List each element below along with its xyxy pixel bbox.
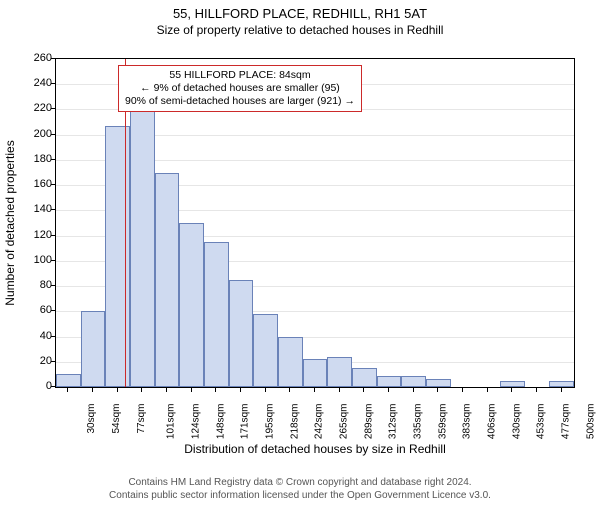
histogram-bar xyxy=(56,374,81,387)
x-tick-label: 171sqm xyxy=(240,404,251,440)
annotation-line-3: 90% of semi-detached houses are larger (… xyxy=(125,95,355,108)
x-tick-label: 101sqm xyxy=(166,404,177,440)
histogram-bar xyxy=(229,280,254,387)
histogram-bar xyxy=(105,126,130,387)
histogram-bar xyxy=(155,173,180,387)
histogram-bar xyxy=(327,357,352,387)
histogram-bar xyxy=(549,381,574,387)
x-tick-mark xyxy=(561,388,562,392)
histogram-bar xyxy=(253,314,278,387)
y-tick-label: 260 xyxy=(12,52,52,64)
y-tick-label: 80 xyxy=(12,279,52,291)
x-tick-label: 453sqm xyxy=(536,404,547,440)
annotation-line-2: ← 9% of detached houses are smaller (95) xyxy=(125,82,355,95)
y-tick-label: 180 xyxy=(12,153,52,165)
x-tick-mark xyxy=(363,388,364,392)
plot-area: 55 HILLFORD PLACE: 84sqm ← 9% of detache… xyxy=(55,58,575,388)
x-tick-label: 265sqm xyxy=(339,404,350,440)
x-tick-mark xyxy=(67,388,68,392)
x-tick-mark xyxy=(314,388,315,392)
page-title: 55, HILLFORD PLACE, REDHILL, RH1 5AT xyxy=(0,6,600,21)
y-tick-label: 200 xyxy=(12,128,52,140)
x-tick-mark xyxy=(191,388,192,392)
x-tick-label: 54sqm xyxy=(111,404,122,434)
y-tick-label: 140 xyxy=(12,203,52,215)
histogram-bar xyxy=(303,359,328,387)
footer-attribution: Contains HM Land Registry data © Crown c… xyxy=(0,476,600,506)
histogram-bar xyxy=(426,379,451,387)
x-tick-mark xyxy=(166,388,167,392)
x-tick-mark xyxy=(462,388,463,392)
y-tick-label: 60 xyxy=(12,304,52,316)
x-tick-mark xyxy=(388,388,389,392)
histogram-bar xyxy=(500,381,525,387)
y-tick-label: 240 xyxy=(12,77,52,89)
x-tick-label: 218sqm xyxy=(289,404,300,440)
y-tick-label: 40 xyxy=(12,330,52,342)
histogram-bar xyxy=(81,311,106,387)
histogram-bar xyxy=(401,376,426,387)
footer-line-1: Contains HM Land Registry data © Crown c… xyxy=(0,476,600,489)
x-tick-mark xyxy=(117,388,118,392)
x-tick-label: 500sqm xyxy=(585,404,596,440)
x-tick-label: 77sqm xyxy=(136,404,147,434)
histogram-bar xyxy=(377,376,402,387)
x-tick-label: 242sqm xyxy=(314,404,325,440)
histogram-bar xyxy=(278,337,303,387)
x-tick-label: 195sqm xyxy=(265,404,276,440)
x-tick-mark xyxy=(141,388,142,392)
x-tick-label: 312sqm xyxy=(388,404,399,440)
annotation-box: 55 HILLFORD PLACE: 84sqm ← 9% of detache… xyxy=(118,65,362,112)
histogram-bar xyxy=(179,223,204,387)
x-tick-label: 148sqm xyxy=(215,404,226,440)
x-tick-mark xyxy=(487,388,488,392)
x-tick-label: 430sqm xyxy=(511,404,522,440)
x-tick-mark xyxy=(413,388,414,392)
histogram-bar xyxy=(204,242,229,387)
y-tick-label: 0 xyxy=(12,380,52,392)
x-tick-mark xyxy=(265,388,266,392)
x-tick-label: 359sqm xyxy=(437,404,448,440)
x-tick-label: 289sqm xyxy=(363,404,374,440)
y-tick-label: 120 xyxy=(12,229,52,241)
x-tick-mark xyxy=(437,388,438,392)
x-tick-mark xyxy=(511,388,512,392)
x-tick-label: 124sqm xyxy=(191,404,202,440)
y-tick-label: 20 xyxy=(12,355,52,367)
x-tick-label: 30sqm xyxy=(86,404,97,434)
histogram-bar xyxy=(352,368,377,387)
footer-line-2: Contains public sector information licen… xyxy=(0,489,600,502)
x-tick-label: 406sqm xyxy=(487,404,498,440)
x-axis-label: Distribution of detached houses by size … xyxy=(55,442,575,456)
page-subtitle: Size of property relative to detached ho… xyxy=(0,23,600,37)
x-tick-mark xyxy=(215,388,216,392)
x-tick-mark xyxy=(339,388,340,392)
x-tick-label: 477sqm xyxy=(561,404,572,440)
annotation-line-1: 55 HILLFORD PLACE: 84sqm xyxy=(125,69,355,82)
histogram-bar xyxy=(130,109,155,387)
x-tick-mark xyxy=(92,388,93,392)
x-tick-mark xyxy=(240,388,241,392)
y-tick-label: 100 xyxy=(12,254,52,266)
y-tick-label: 220 xyxy=(12,102,52,114)
x-tick-label: 335sqm xyxy=(413,404,424,440)
x-tick-mark xyxy=(289,388,290,392)
x-tick-mark xyxy=(536,388,537,392)
y-tick-label: 160 xyxy=(12,178,52,190)
chart-container: Number of detached properties 0204060801… xyxy=(0,48,600,448)
x-tick-label: 383sqm xyxy=(462,404,473,440)
